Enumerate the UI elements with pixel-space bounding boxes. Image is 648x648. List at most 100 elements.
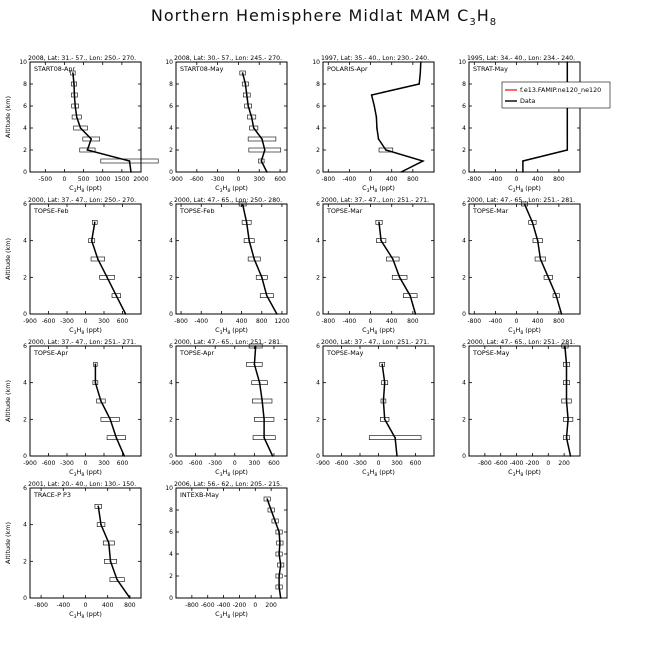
panel-7: 2000, Lat: 37.- 47., Lon: 251.- 271. TOPS… — [316, 197, 435, 336]
panel-header: 2000, Lat: 47.- 65., Lon: 251.- 281. — [174, 339, 282, 346]
data-point — [419, 61, 422, 63]
plot-frame — [175, 61, 288, 173]
panel-11: 2000, Lat: 37.- 47., Lon: 251.- 271. TOPS… — [316, 339, 435, 478]
data-profile-line — [381, 364, 398, 457]
panel-header: 2000, Lat: 47.- 65., Lon: 250.- 280. — [174, 197, 282, 204]
data-point — [382, 400, 385, 402]
data-profile-line — [370, 61, 425, 173]
data-point — [522, 171, 524, 173]
y-tick-label: 4 — [169, 380, 173, 387]
data-point — [566, 61, 569, 63]
y-tick-label: 4 — [462, 380, 466, 387]
data-point — [418, 83, 421, 85]
data-point — [258, 381, 261, 384]
data-point — [278, 586, 280, 588]
x-tick-label: 600 — [117, 460, 129, 467]
data-point — [564, 345, 566, 347]
panel-14: 2006, Lat: 56.- 62., Lon: 205.- 215. INTE… — [165, 481, 288, 620]
panel-header: 2000, Lat: 37.- 47., Lon: 251.- 271. — [321, 339, 429, 346]
x-tick-label: -300 — [60, 318, 74, 325]
panel-label: START08-May — [180, 65, 224, 73]
x-tick-label: -800 — [321, 318, 335, 325]
x-tick-label: 600 — [117, 318, 129, 325]
data-point — [241, 72, 244, 74]
x-tick-label: 800 — [256, 318, 268, 325]
data-point — [569, 455, 572, 457]
x-tick-label: 400 — [386, 176, 398, 183]
data-point — [90, 239, 93, 242]
data-point — [566, 127, 569, 129]
x-tick-label: -800 — [467, 176, 481, 183]
y-tick-label: 6 — [316, 343, 320, 350]
panel-label: TOPSE-Feb — [179, 207, 215, 215]
x-tick-label: 600 — [268, 460, 280, 467]
panel-header: 1997, Lat: 35.- 40., Lon: 230.- 240. — [321, 55, 429, 62]
y-tick-label: 4 — [23, 380, 27, 387]
x-tick-label: -800 — [321, 176, 335, 183]
x-tick-label: 800 — [407, 176, 419, 183]
x-tick-label: 400 — [236, 318, 248, 325]
y-tick-label: 6 — [462, 343, 466, 350]
data-point — [414, 313, 417, 315]
y-tick-label: 10 — [19, 59, 27, 66]
y-tick-label: 0 — [23, 595, 27, 602]
x-tick-label: -900 — [23, 318, 37, 325]
x-tick-label: -900 — [169, 176, 183, 183]
data-profile-line — [522, 62, 569, 172]
data-point — [266, 294, 268, 297]
data-point — [398, 276, 401, 279]
y-tick-label: 4 — [169, 238, 173, 245]
y-tick-label: 10 — [165, 485, 173, 492]
data-point — [245, 94, 248, 96]
error-box — [99, 275, 115, 280]
y-tick-label: 6 — [169, 201, 173, 208]
data-point — [261, 400, 263, 402]
x-tick-label: -400 — [194, 318, 208, 325]
x-tick-label: -400 — [217, 602, 231, 609]
data-profile-line — [97, 506, 131, 599]
data-point — [279, 542, 281, 544]
data-point — [100, 400, 102, 402]
y-tick-label: 0 — [316, 169, 320, 176]
x-tick-label: -400 — [56, 602, 70, 609]
y-tick-label: 0 — [316, 453, 320, 460]
panel-10: 2000, Lat: 47.- 65., Lon: 251.- 281. TOPS… — [169, 339, 288, 478]
data-point — [115, 294, 118, 297]
y-tick-label: 10 — [165, 59, 173, 66]
data-point — [72, 72, 74, 74]
y-tick-label: 6 — [23, 343, 27, 350]
x-tick-label: -400 — [489, 176, 503, 183]
data-point — [266, 498, 268, 500]
x-tick-label: -300 — [208, 460, 222, 467]
x-tick-label: 800 — [553, 318, 565, 325]
x-axis-label: C3H8 (ppt) — [69, 184, 102, 194]
figure-title: Northern Hemisphere Midlat MAM C3H8 — [0, 6, 648, 28]
y-tick-label: 2 — [462, 147, 466, 154]
panel-12: 2000, Lat: 47.- 65., Lon: 251.- 281. TOPS… — [462, 339, 581, 478]
data-point — [109, 560, 112, 563]
x-tick-label: -600 — [335, 460, 349, 467]
y-tick-label: 2 — [169, 573, 173, 580]
y-axis-label: Altitude (km) — [4, 96, 12, 138]
data-point — [263, 436, 265, 439]
x-tick-label: -400 — [489, 318, 503, 325]
y-tick-label: 4 — [169, 125, 173, 132]
panel-label: STRAT-May — [473, 65, 508, 73]
data-point — [86, 149, 89, 151]
x-axis-label: C3H8 (ppt) — [362, 326, 395, 336]
data-point — [115, 436, 118, 439]
x-tick-label: 0 — [515, 176, 519, 183]
x-axis-label: C3H8 (ppt) — [215, 326, 248, 336]
x-tick-label: -900 — [23, 460, 37, 467]
data-point — [123, 455, 126, 457]
data-point — [385, 149, 387, 151]
data-point — [247, 105, 249, 107]
y-tick-label: 6 — [169, 103, 173, 110]
data-point — [253, 258, 256, 260]
x-tick-label: -600 — [190, 176, 204, 183]
panel-header: 2000, Lat: 37.- 47., Lon: 251.- 271. — [28, 339, 136, 346]
data-point — [250, 116, 253, 118]
y-tick-label: 0 — [23, 169, 27, 176]
plot-frame — [468, 203, 581, 315]
data-point — [253, 363, 256, 366]
